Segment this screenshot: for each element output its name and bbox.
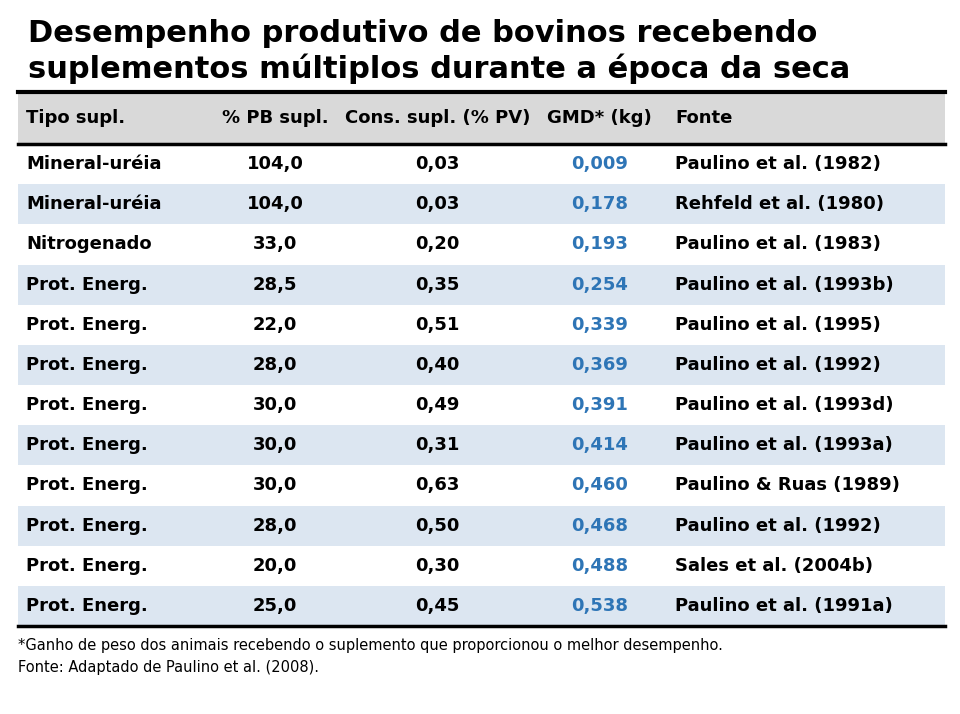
Text: 0,03: 0,03 (416, 195, 460, 213)
Text: *Ganho de peso dos animais recebendo o suplemento que proporcionou o melhor dese: *Ganho de peso dos animais recebendo o s… (18, 638, 723, 653)
Text: Paulino et al. (1992): Paulino et al. (1992) (675, 356, 880, 374)
Text: 30,0: 30,0 (253, 476, 298, 494)
Text: Prot. Energ.: Prot. Energ. (26, 396, 148, 414)
Text: Prot. Energ.: Prot. Energ. (26, 436, 148, 454)
Text: Prot. Energ.: Prot. Energ. (26, 557, 148, 575)
Text: 0,45: 0,45 (416, 597, 460, 615)
Text: % PB supl.: % PB supl. (222, 109, 328, 127)
Text: 0,35: 0,35 (416, 276, 460, 293)
Text: Prot. Energ.: Prot. Energ. (26, 276, 148, 293)
Text: suplementos múltiplos durante a época da seca: suplementos múltiplos durante a época da… (28, 54, 851, 84)
Text: 0,468: 0,468 (571, 517, 628, 535)
Text: Paulino et al. (1992): Paulino et al. (1992) (675, 517, 880, 535)
Text: Fonte: Fonte (675, 109, 732, 127)
Text: Prot. Energ.: Prot. Energ. (26, 597, 148, 615)
Text: Prot. Energ.: Prot. Energ. (26, 517, 148, 535)
Text: Sales et al. (2004b): Sales et al. (2004b) (675, 557, 873, 575)
Text: 0,369: 0,369 (571, 356, 628, 374)
Bar (18, 425, 945, 466)
Bar (18, 506, 945, 545)
Text: 0,538: 0,538 (571, 597, 628, 615)
Text: 104,0: 104,0 (247, 195, 303, 213)
Text: 0,254: 0,254 (571, 276, 628, 293)
Text: Nitrogenado: Nitrogenado (26, 236, 152, 253)
Text: 0,20: 0,20 (416, 236, 460, 253)
Text: 28,0: 28,0 (253, 356, 298, 374)
Text: 0,31: 0,31 (416, 436, 460, 454)
Text: Tipo supl.: Tipo supl. (26, 109, 125, 127)
Text: 0,414: 0,414 (571, 436, 628, 454)
Text: 25,0: 25,0 (253, 597, 298, 615)
Text: 28,5: 28,5 (253, 276, 298, 293)
Text: 0,009: 0,009 (571, 155, 628, 173)
Text: Paulino et al. (1995): Paulino et al. (1995) (675, 316, 880, 333)
Text: Fonte: Adaptado de Paulino et al. (2008).: Fonte: Adaptado de Paulino et al. (2008)… (18, 660, 319, 675)
Text: GMD* (kg): GMD* (kg) (547, 109, 652, 127)
Text: 0,03: 0,03 (416, 155, 460, 173)
Text: Paulino et al. (1983): Paulino et al. (1983) (675, 236, 880, 253)
Text: Prot. Energ.: Prot. Energ. (26, 316, 148, 333)
Text: 0,50: 0,50 (416, 517, 460, 535)
Text: 0,339: 0,339 (571, 316, 628, 333)
Text: Paulino et al. (1982): Paulino et al. (1982) (675, 155, 880, 173)
Text: 0,30: 0,30 (416, 557, 460, 575)
Text: Paulino et al. (1993a): Paulino et al. (1993a) (675, 436, 893, 454)
Text: 0,193: 0,193 (571, 236, 628, 253)
Text: 0,63: 0,63 (416, 476, 460, 494)
Text: 0,460: 0,460 (571, 476, 628, 494)
Text: 0,49: 0,49 (416, 396, 460, 414)
Text: Mineral-uréia: Mineral-uréia (26, 155, 161, 173)
Text: 0,488: 0,488 (571, 557, 628, 575)
Text: 33,0: 33,0 (253, 236, 298, 253)
Text: 30,0: 30,0 (253, 396, 298, 414)
Text: Cons. supl. (% PV): Cons. supl. (% PV) (345, 109, 530, 127)
Text: 22,0: 22,0 (253, 316, 298, 333)
Text: Paulino & Ruas (1989): Paulino & Ruas (1989) (675, 476, 900, 494)
Text: Paulino et al. (1993b): Paulino et al. (1993b) (675, 276, 894, 293)
Text: 20,0: 20,0 (253, 557, 298, 575)
Text: 0,391: 0,391 (571, 396, 628, 414)
Text: 0,40: 0,40 (416, 356, 460, 374)
Text: 104,0: 104,0 (247, 155, 303, 173)
Text: 0,178: 0,178 (571, 195, 628, 213)
Text: Prot. Energ.: Prot. Energ. (26, 356, 148, 374)
Text: 30,0: 30,0 (253, 436, 298, 454)
Text: Prot. Energ.: Prot. Energ. (26, 476, 148, 494)
Text: Paulino et al. (1991a): Paulino et al. (1991a) (675, 597, 893, 615)
Text: 0,51: 0,51 (416, 316, 460, 333)
Text: Paulino et al. (1993d): Paulino et al. (1993d) (675, 396, 894, 414)
Bar (18, 184, 945, 224)
Text: Mineral-uréia: Mineral-uréia (26, 195, 161, 213)
Bar (18, 264, 945, 305)
Text: Rehfeld et al. (1980): Rehfeld et al. (1980) (675, 195, 884, 213)
Text: Desempenho produtivo de bovinos recebendo: Desempenho produtivo de bovinos recebend… (28, 19, 817, 48)
Text: 28,0: 28,0 (253, 517, 298, 535)
Bar (18, 345, 945, 385)
Bar (18, 92, 945, 144)
Bar (18, 585, 945, 626)
